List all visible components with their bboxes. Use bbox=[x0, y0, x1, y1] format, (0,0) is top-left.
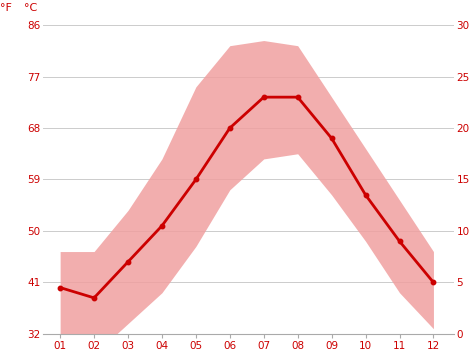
Text: °F: °F bbox=[0, 3, 12, 13]
Text: °C: °C bbox=[24, 3, 37, 13]
